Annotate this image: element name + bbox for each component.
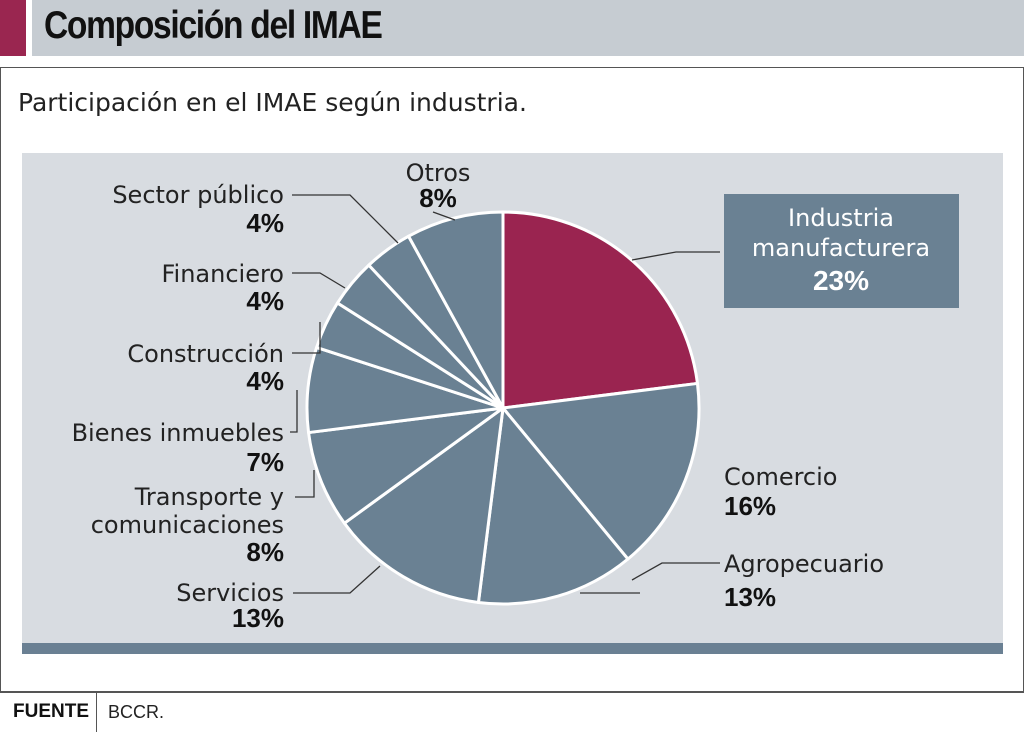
source-row: FUENTE BCCR.	[0, 691, 1024, 732]
leader-line	[632, 563, 720, 580]
slice-name-label: Transporte y	[134, 483, 284, 511]
leader-line	[292, 195, 398, 243]
slice-value-label: 4%	[246, 366, 284, 396]
slice-label-agropecuario: Agropecuario 13%	[724, 550, 884, 612]
leader-line	[295, 470, 314, 497]
source-divider	[96, 692, 97, 732]
source-label: FUENTE	[13, 701, 89, 723]
leader-line	[293, 566, 380, 593]
slice-value-label: 8%	[419, 183, 457, 213]
slice-value-label: 16%	[724, 491, 776, 521]
slice-value-label: 23%	[813, 265, 869, 296]
slice-name-label: comunicaciones	[91, 511, 284, 539]
slice-name-label: Sector público	[112, 181, 284, 209]
slice-name-label: Agropecuario	[724, 550, 884, 578]
slice-name-label: Construcción	[127, 340, 284, 368]
slice-value-label: 13%	[724, 582, 776, 612]
slice-name-label: Industria	[788, 204, 894, 232]
slice-name-label: Financiero	[161, 260, 284, 288]
slice-value-label: 4%	[246, 286, 284, 316]
pie-chart: Industriamanufacturera 23% Comercio16% Agro…	[0, 0, 1024, 731]
source-text: BCCR.	[108, 702, 164, 723]
leader-line	[292, 273, 345, 288]
leader-line	[632, 252, 720, 260]
slice-name-label: manufacturera	[752, 234, 930, 262]
pie-slice-industria-manufacturera	[503, 212, 697, 408]
slice-name-label: Comercio	[724, 463, 837, 491]
slice-value-label: 4%	[246, 208, 284, 238]
slice-value-label: 13%	[232, 603, 284, 633]
slice-value-label: 7%	[246, 447, 284, 477]
leader-line	[290, 390, 297, 432]
slice-value-label: 8%	[246, 537, 284, 567]
leader-line	[433, 212, 455, 220]
slice-name-label: Bienes inmuebles	[72, 419, 284, 447]
